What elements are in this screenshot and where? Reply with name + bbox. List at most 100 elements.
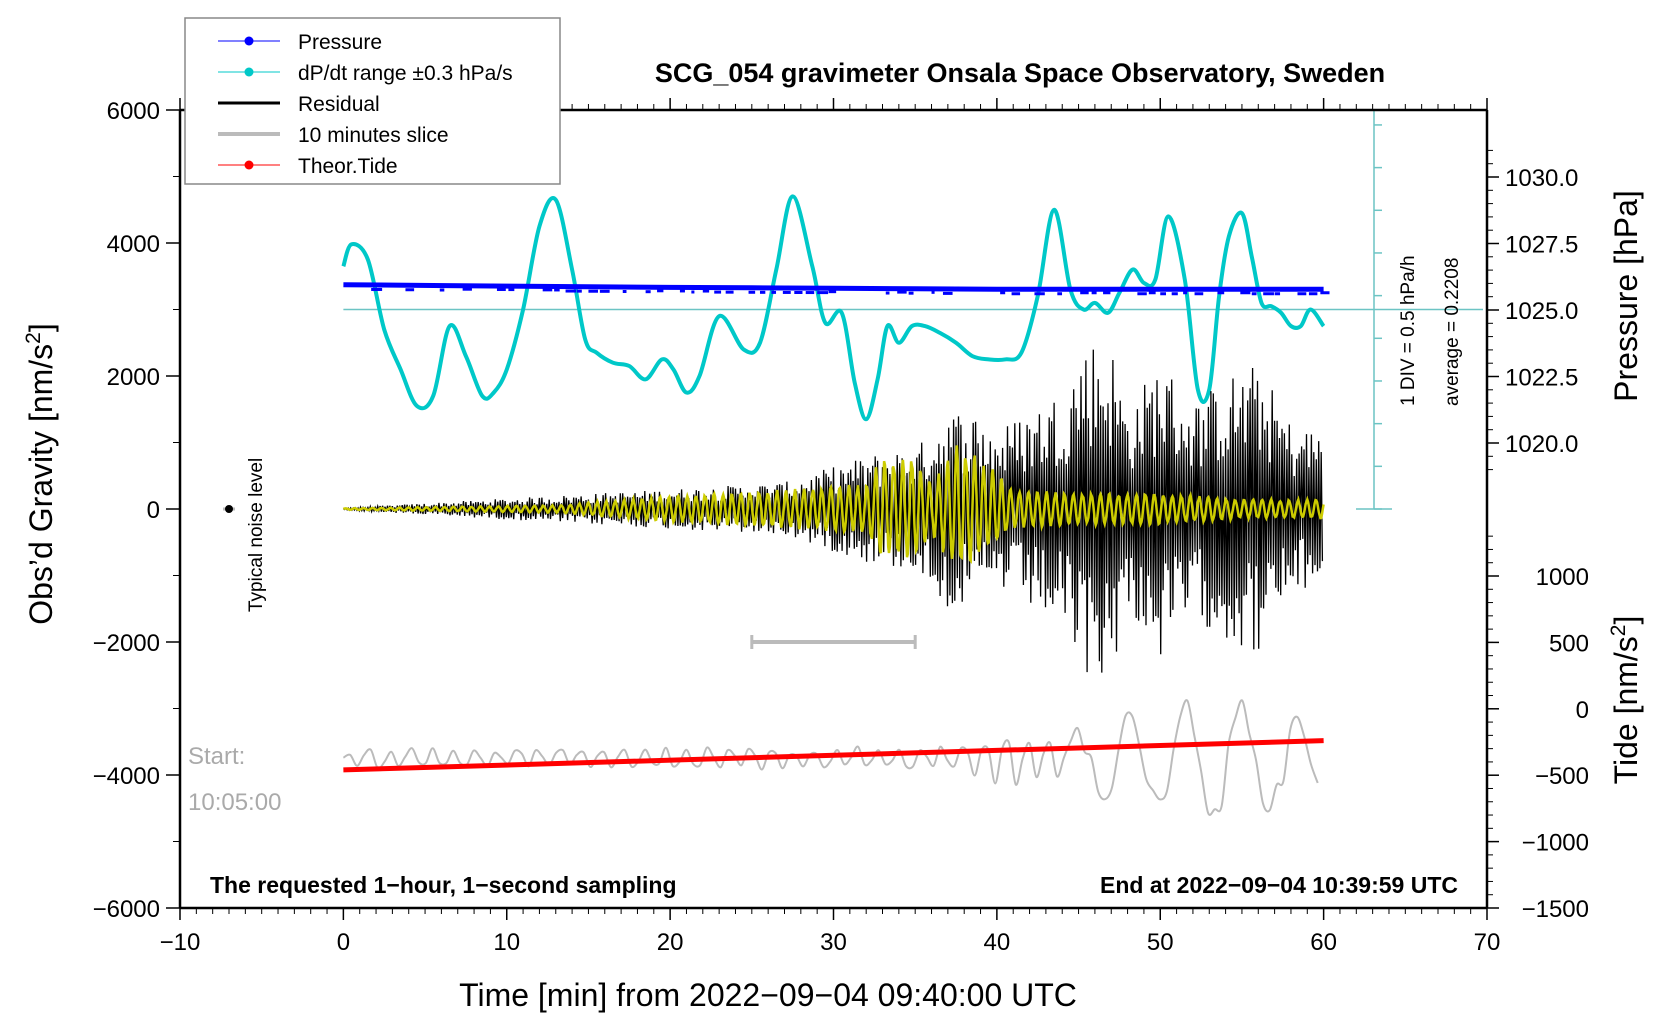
noise-label: Typical noise level (246, 458, 267, 612)
tide-tick-label: 500 (1549, 630, 1589, 657)
y-left-tick-label: 6000 (107, 98, 160, 125)
legend-label: Pressure (298, 31, 382, 54)
start-label: Start: (188, 743, 245, 770)
pressure-point (897, 290, 907, 294)
pressure-point (817, 291, 829, 295)
pressure-point (828, 290, 837, 294)
x-tick-label: 10 (493, 929, 520, 956)
y-left-tick-label: 0 (147, 497, 160, 524)
y-left-title-end: ] (23, 323, 59, 332)
tide-line (343, 738, 1324, 773)
tide-tick-label: −1000 (1522, 830, 1589, 857)
pressure-tick-label: 1030.0 (1505, 165, 1578, 192)
x-tick-label: 70 (1474, 929, 1501, 956)
pressure-point (714, 290, 722, 294)
pressure-point (759, 290, 766, 294)
x-tick-label: 60 (1310, 929, 1337, 956)
plot-marks (223, 109, 1483, 816)
pressure-point (622, 290, 627, 294)
x-axis-title: Time [min] from 2022−09−04 09:40:00 UTC (459, 977, 1077, 1013)
pressure-point (565, 289, 577, 293)
pressure-point (1091, 291, 1097, 295)
tide-title-sup: 2 (1607, 625, 1630, 637)
pressure-point (1080, 291, 1089, 295)
pressure-point (1240, 291, 1251, 295)
x-tick-label: 40 (984, 929, 1011, 956)
pressure-point (645, 290, 651, 294)
axes: −10 0 10 20 30 40 50 60 70 6000 4000 2000 0 −2000 −400… (93, 98, 1589, 956)
pressure-point (1103, 291, 1111, 295)
pressure-point (782, 290, 791, 294)
tide-tick-label: 0 (1576, 697, 1589, 724)
tide-tick-label: 1000 (1536, 564, 1589, 591)
pressure-tick-label: 1020.0 (1505, 431, 1578, 458)
sampling-note: The requested 1−hour, 1−second sampling (210, 872, 677, 898)
legend-label: 10 minutes slice (298, 124, 449, 147)
pressure-point (542, 288, 553, 292)
pressure-point (599, 289, 610, 293)
pressure-point (1308, 292, 1318, 296)
pressure-point (771, 290, 777, 294)
pressure-tick-label: 1022.5 (1505, 365, 1578, 392)
pressure-point (371, 287, 383, 291)
pressure-point (508, 288, 515, 292)
dpdt-line (341, 194, 1326, 422)
pressure-line (343, 282, 1324, 292)
x-tick-label: 20 (657, 929, 684, 956)
pressure-point (462, 287, 472, 291)
start-time: 10:05:00 (188, 789, 281, 816)
tide-tick-label: −500 (1535, 763, 1589, 790)
pressure-point (931, 290, 935, 294)
pressure-point (1194, 292, 1204, 296)
average-label: average = 0.2208 (1442, 258, 1463, 406)
pressure-point (496, 287, 506, 291)
pressure-point (405, 288, 415, 292)
y-left-tick-label: −4000 (93, 763, 160, 790)
x-tick-label: 30 (820, 929, 847, 956)
end-time-note: End at 2022−09−04 10:39:59 UTC (1100, 872, 1458, 898)
chart-title: SCG_054 gravimeter Onsala Space Observat… (655, 58, 1385, 88)
pressure-point (1148, 291, 1156, 295)
x-tick-label: 0 (337, 929, 350, 956)
pressure-point (908, 291, 914, 295)
pressure-point (1251, 292, 1257, 296)
pressure-point (725, 290, 734, 294)
pressure-tick-label: 1025.0 (1505, 298, 1578, 325)
pressure-point (588, 289, 598, 293)
filtered-line (342, 445, 1325, 564)
pressure-point (1034, 292, 1045, 296)
pressure-point (794, 290, 803, 294)
div-label: 1 DIV = 0.5 hPa/h (1398, 255, 1419, 406)
pressure-point (805, 291, 815, 295)
pressure-point (1183, 291, 1188, 295)
pressure-point (1297, 292, 1307, 296)
noise-marker (225, 505, 234, 513)
y-left-axis-title: Obs’d Gravity [nm/s2] (22, 323, 59, 625)
pressure-point (577, 289, 582, 293)
pressure-point (885, 291, 890, 295)
pressure-point (1160, 292, 1167, 296)
pressure-point (1274, 292, 1281, 296)
legend-swatch-dot (244, 67, 254, 77)
pressure-point (1057, 292, 1063, 296)
pressure-point (1171, 292, 1178, 296)
x-tick-label: −10 (160, 929, 201, 956)
pressure-point (657, 289, 664, 293)
pressure-point (1320, 291, 1330, 295)
legend-label: Residual (298, 93, 380, 116)
legend-swatch-dot (244, 36, 254, 46)
pressure-point (702, 289, 710, 293)
tide-title-end: ] (1608, 616, 1644, 625)
tide-axis-title: Tide [nm/s2] (1607, 616, 1644, 785)
legend: Pressure dP/dt range ±0.3 hPa/s Residual 10… (184, 17, 561, 185)
pressure-point (1000, 291, 1006, 295)
y-left-tick-label: −2000 (93, 630, 160, 657)
y-left-tick-label: 4000 (107, 231, 160, 258)
tide-title-main: Tide [nm/s (1608, 636, 1644, 784)
x-tick-label: 50 (1147, 929, 1174, 956)
pressure-axis-title: Pressure [hPa] (1608, 190, 1644, 402)
pressure-point (1263, 292, 1274, 296)
pressure-tick-label: 1027.5 (1505, 232, 1578, 259)
legend-box (184, 17, 561, 185)
